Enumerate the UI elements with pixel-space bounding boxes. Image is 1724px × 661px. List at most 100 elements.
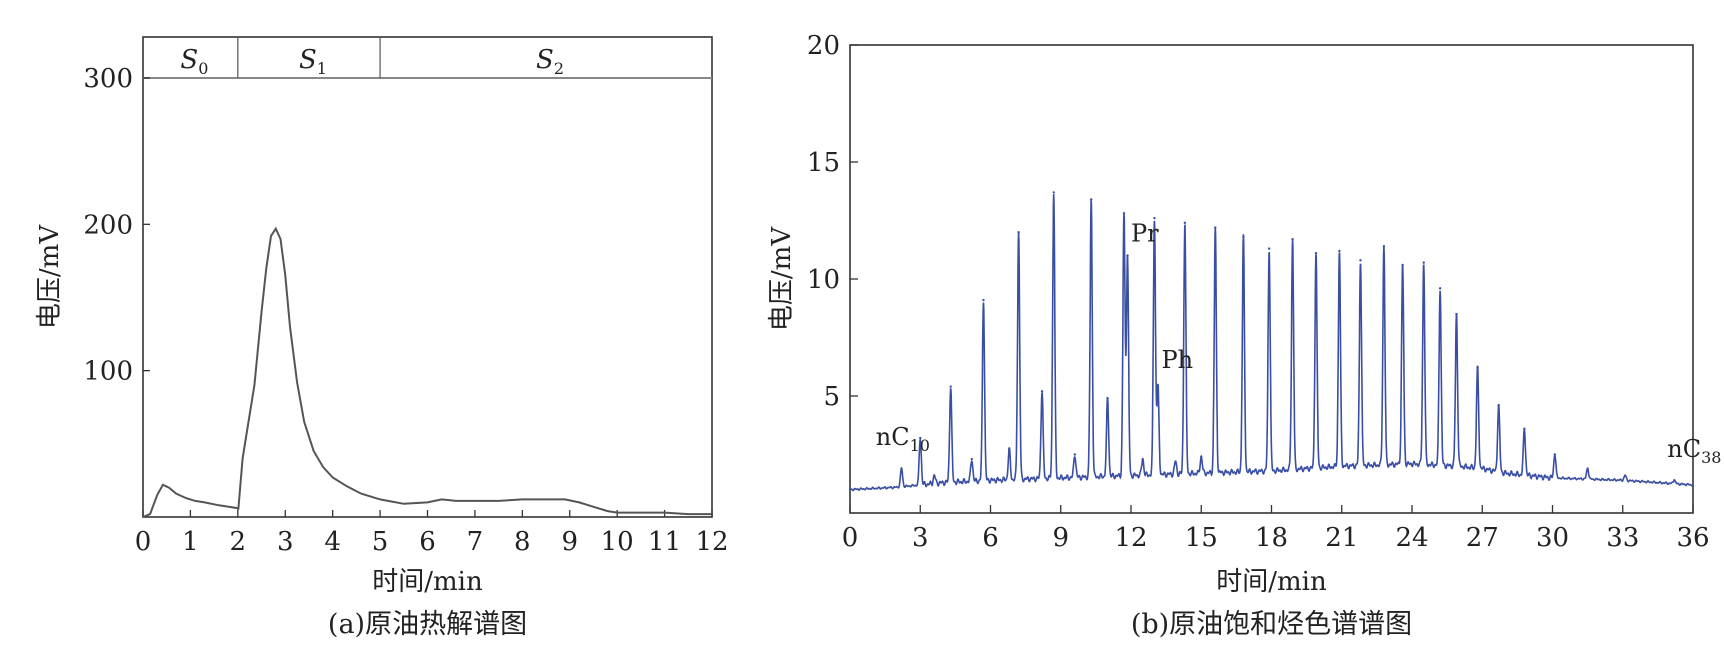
chart-a-region-label: S0 xyxy=(180,45,208,78)
chart-a-series-line xyxy=(142,226,712,518)
chart-b-peak-point xyxy=(1422,261,1425,264)
chart-b-peak-point xyxy=(1174,460,1177,463)
chart-b-annotation: Pr xyxy=(1131,220,1159,248)
chart-a-region-label-main: S xyxy=(299,45,317,75)
chart-b-peak-point xyxy=(1183,221,1187,225)
chart-b-peak-point xyxy=(1122,212,1126,215)
chart-b-peak-point xyxy=(1141,457,1144,461)
chart-b-peak-point xyxy=(1156,385,1160,388)
chart-a-xtick-label: 6 xyxy=(419,527,436,557)
chart-b-annotation-sub: 10 xyxy=(910,436,930,455)
chart-b-peak-point xyxy=(982,298,985,302)
chart-b-peak-point xyxy=(1476,366,1479,370)
chart-a-xtick-label: 9 xyxy=(561,527,578,557)
chart-b-peak-point xyxy=(1126,254,1129,257)
chart-b-peak-point xyxy=(919,436,922,440)
chart-b-caption: (b)原油饱和烃色谱谱图 xyxy=(1131,609,1412,640)
chart-b-series-line xyxy=(849,193,1694,492)
chart-b-ytick-label: 15 xyxy=(807,148,840,178)
chart-a-xtick-label: 11 xyxy=(648,527,681,557)
chart-b-annotation-main: nC xyxy=(876,423,910,451)
chart-b-xtick-label: 18 xyxy=(1255,523,1288,553)
chart-b-xtick-label: 6 xyxy=(982,523,999,553)
chart-a-region-label: S1 xyxy=(299,45,327,78)
chart-b-peak-point xyxy=(1623,474,1627,477)
chart-b-ytick-label: 20 xyxy=(807,31,840,61)
chart-a-xtick-label: 7 xyxy=(467,527,484,557)
chart-b-peak-point xyxy=(1267,247,1271,250)
chart-b-xtick-label: 30 xyxy=(1536,523,1569,553)
chart-a-xtick-label: 3 xyxy=(277,527,294,557)
chart-b-xtick-label: 15 xyxy=(1185,523,1218,553)
chart-b-peak-point xyxy=(1455,312,1458,316)
chart-a-caption: (a)原油热解谱图 xyxy=(328,609,527,640)
chart-b-peak-point xyxy=(1040,390,1044,393)
chart-a-xlabel: 时间/min xyxy=(372,567,483,597)
chart-b-ytick-label: 10 xyxy=(807,265,840,295)
chart-b-xtick-label: 12 xyxy=(1114,523,1147,553)
chart-b-peak-point xyxy=(1586,467,1589,470)
chart-b-peak-point xyxy=(1089,198,1093,201)
chart-b-xtick-label: 9 xyxy=(1052,523,1069,553)
chart-b-xtick-label: 21 xyxy=(1325,523,1358,553)
chart-a-xtick-label: 4 xyxy=(324,527,341,557)
chart-a-region-label-sub: 0 xyxy=(198,59,208,78)
chart-b-annotation-sub: 38 xyxy=(1701,448,1721,467)
chart-b-peak-point xyxy=(1497,404,1500,407)
chart-b-peak-point xyxy=(1200,455,1203,459)
chart-a-region-label-main: S xyxy=(180,45,198,75)
chart-b-peak-point xyxy=(1153,216,1156,220)
chart-b-peak-point xyxy=(1382,245,1386,248)
chart-b-peak-point xyxy=(933,474,936,477)
chart-b-peak-point xyxy=(1338,249,1341,253)
chart-a-frame xyxy=(142,36,713,518)
chart-b-ytick-label: 5 xyxy=(823,382,840,412)
chart-a-xtick-label: 12 xyxy=(695,527,728,557)
chart-a-xtick-label: 0 xyxy=(135,527,152,557)
chart-b-annotation: Ph xyxy=(1161,346,1193,374)
chart-b-peak-point xyxy=(949,385,952,388)
chart-a-xtick-label: 8 xyxy=(514,527,531,557)
chart-b-peak-point xyxy=(1314,252,1318,255)
chart-b-peak-point xyxy=(1242,235,1245,239)
chart-b-xlabel: 时间/min xyxy=(1216,567,1327,597)
chart-b-xtick-label: 3 xyxy=(912,523,929,553)
chart-b-peak-point xyxy=(1073,453,1077,456)
chart-b-xtick-label: 27 xyxy=(1466,523,1499,553)
chart-a-ytick-label: 100 xyxy=(83,357,133,387)
chart-b-peak-point xyxy=(1008,448,1011,452)
chart-b-peak-point xyxy=(1673,479,1676,482)
chart-b-xtick-label: 33 xyxy=(1606,523,1639,553)
chart-b-peak-point xyxy=(1359,259,1362,262)
chart-a-region-label: S2 xyxy=(536,45,564,78)
chart-b-peak-point xyxy=(1438,287,1442,290)
chart-a-xtick-label: 2 xyxy=(230,527,247,557)
chart-a-pyrolysis: S0 S1 S20 1 2 3 4 5 6 7 8 9 10 11 12100200300时间/min电压/… xyxy=(35,36,729,640)
chart-a-ytick-label: 200 xyxy=(83,210,133,240)
chart-b-xtick-label: 0 xyxy=(842,523,859,553)
chart-b-ylabel: 电压/mV xyxy=(767,226,797,331)
chart-b-peak-point xyxy=(1106,397,1109,400)
chart-a-ytick-label: 300 xyxy=(83,64,133,94)
chart-a-region-label-sub: 1 xyxy=(317,59,327,78)
chart-b-annotation: nC10 xyxy=(876,423,930,455)
chart-b-peak-point xyxy=(1553,453,1557,456)
chart-b-saturated-hydrocarbon: 0 3 6 9 12 15 18 21 24 27 30 33 365101520时间/min电压/mV… xyxy=(767,31,1721,640)
chart-a-region-label-sub: 2 xyxy=(554,59,564,78)
chart-b-annotation-main: nC xyxy=(1667,435,1701,463)
chart-a-xtick-label: 1 xyxy=(182,527,199,557)
chart-b-peak-point xyxy=(1017,231,1020,234)
chart-b-peak-point xyxy=(1214,226,1217,229)
chart-b-peak-point xyxy=(970,457,973,461)
chart-b-peak-point xyxy=(1523,427,1526,430)
chart-a-xtick-label: 10 xyxy=(601,527,634,557)
chart-b-peak-point xyxy=(1401,263,1404,267)
chart-a-xtick-label: 5 xyxy=(372,527,389,557)
chart-a-ylabel: 电压/mV xyxy=(35,224,65,329)
chart-b-peak-point xyxy=(1052,191,1055,194)
chart-b-xtick-label: 24 xyxy=(1395,523,1428,553)
chart-b-annotation: nC38 xyxy=(1667,435,1721,467)
chart-b-peak-point xyxy=(1291,238,1294,241)
chart-b-peak-point xyxy=(900,467,903,470)
